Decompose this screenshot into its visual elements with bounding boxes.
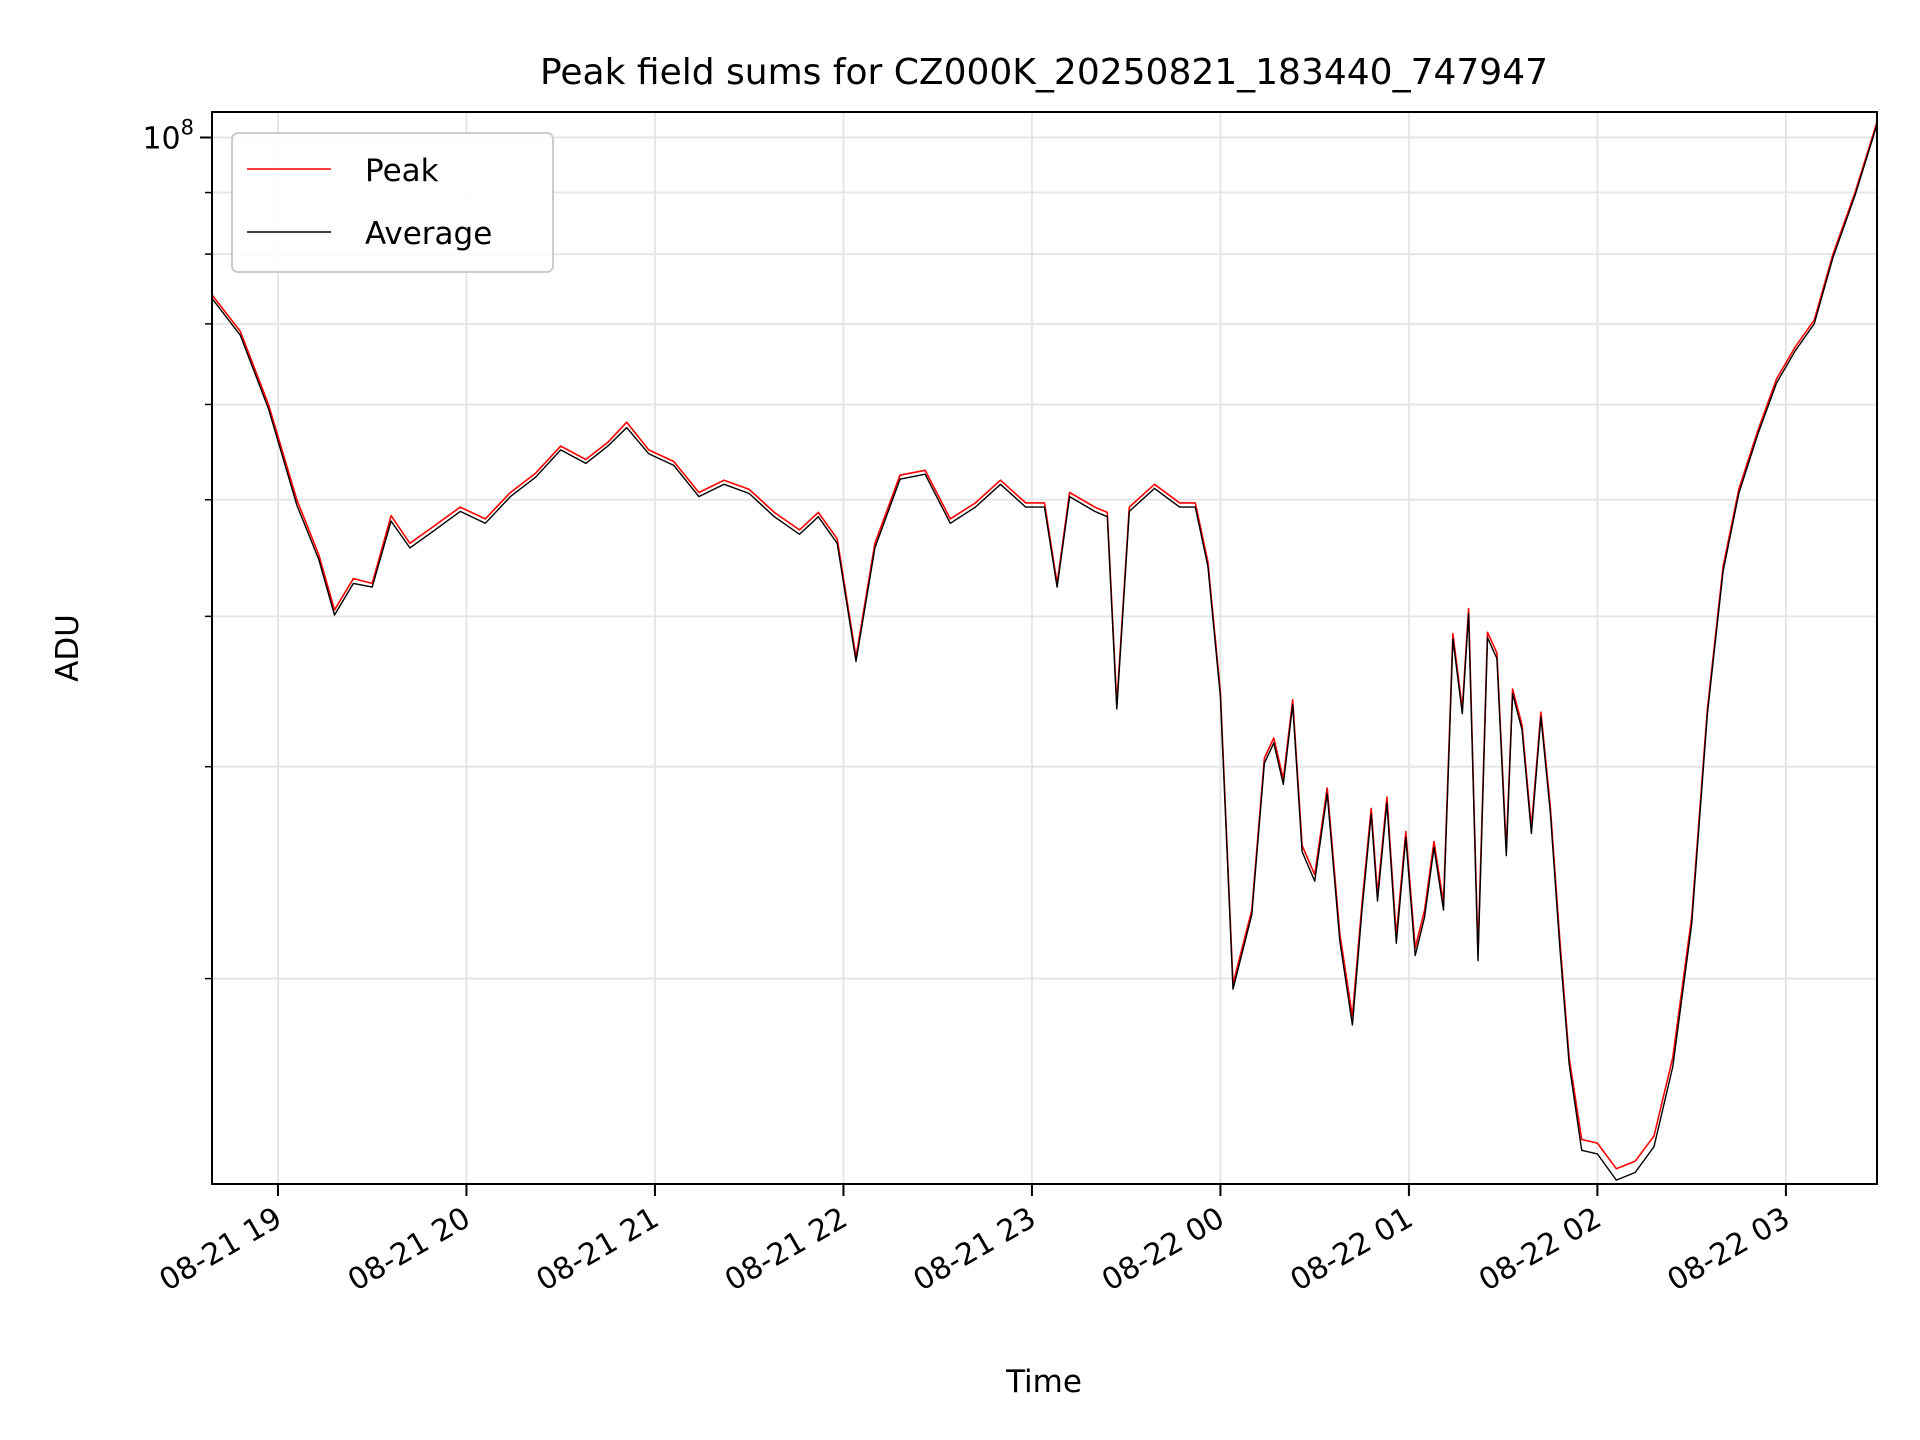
legend-box (231, 132, 554, 273)
y-axis-label: ADU (50, 614, 86, 682)
legend-label-peak: Peak (365, 153, 439, 189)
y-axis-ticks: 108 (142, 115, 212, 980)
legend-label-average: Average (365, 216, 492, 252)
y-tick-label: 108 (142, 115, 194, 156)
series-line-average (211, 124, 1878, 1181)
series-lines (211, 121, 1878, 1181)
x-axis-label: Time (1005, 1364, 1082, 1400)
chart-title: Peak field sums for CZ000K_20250821_1834… (540, 52, 1548, 93)
grid (212, 112, 1877, 1184)
legend: Peak Average (231, 132, 554, 273)
plot-frame (211, 111, 1878, 1185)
